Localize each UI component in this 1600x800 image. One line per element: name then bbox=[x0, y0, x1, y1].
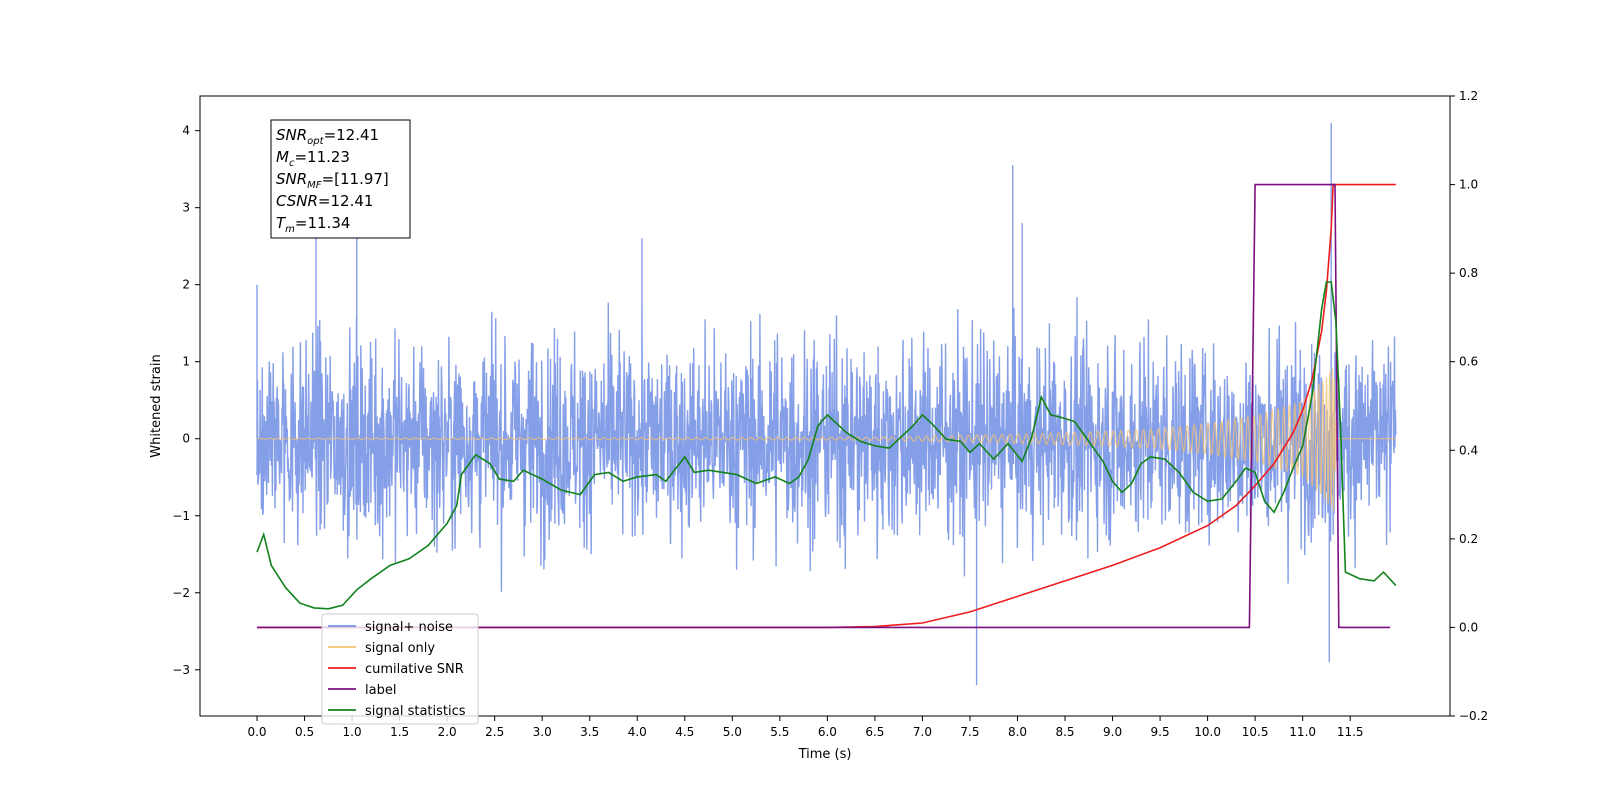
y-left-tick-label: 0 bbox=[182, 432, 190, 446]
info-box-frame bbox=[270, 119, 411, 239]
legend-entry-label: signal+ noise bbox=[365, 620, 453, 635]
x-tick-label: 3.0 bbox=[533, 725, 552, 739]
legend: signal+ noise signal only cumilative SNR la… bbox=[321, 613, 479, 725]
legend-entry-label: signal only bbox=[365, 641, 435, 656]
x-tick-label: 3.5 bbox=[580, 725, 599, 739]
x-tick-label: 0.0 bbox=[247, 725, 266, 739]
series-layer bbox=[256, 123, 1397, 686]
x-tick-label: 9.5 bbox=[1151, 725, 1170, 739]
y-right-tick-label: 0.6 bbox=[1459, 355, 1478, 369]
x-tick-label: 1.0 bbox=[343, 725, 362, 739]
y-right-tick-label: −0.2 bbox=[1459, 709, 1488, 723]
info-line: Tm=11.34 bbox=[276, 214, 350, 235]
x-tick-label: 5.5 bbox=[770, 725, 789, 739]
legend-frame bbox=[321, 613, 479, 725]
x-tick-label: 10.5 bbox=[1242, 725, 1269, 739]
info-line: Mc=11.23 bbox=[276, 148, 350, 169]
y-right-tick-label: 1.0 bbox=[1459, 178, 1478, 192]
info-line: SNRopt=12.41 bbox=[276, 126, 379, 147]
x-tick-label: 10.0 bbox=[1194, 725, 1221, 739]
series-signal-noise-line bbox=[256, 123, 1397, 686]
x-axis: 0.0 0.5 1.0 1.5 2.0 2.5 3.0 3.5 4.0 4.5 5.0 5.5 6.0 6… bbox=[247, 716, 1364, 739]
y-left-tick-label: 4 bbox=[182, 124, 190, 138]
y-left-tick-label: −1 bbox=[172, 509, 190, 523]
info-line: SNRMF=[11.97] bbox=[276, 170, 389, 191]
x-tick-label: 1.5 bbox=[390, 725, 409, 739]
y-axis-left-label: Whitened strain bbox=[149, 354, 164, 457]
y-axis-left: −3 −2 −1 0 1 2 3 4 bbox=[172, 124, 200, 677]
legend-entry-label: signal statistics bbox=[365, 704, 466, 719]
x-tick-label: 2.5 bbox=[485, 725, 504, 739]
y-right-tick-label: 1.2 bbox=[1459, 89, 1478, 103]
x-tick-label: 7.0 bbox=[913, 725, 932, 739]
y-left-tick-label: 2 bbox=[182, 278, 190, 292]
legend-entry-label: cumilative SNR bbox=[365, 662, 464, 677]
y-right-tick-label: 0.8 bbox=[1459, 266, 1478, 280]
series-cumilative-snr-line bbox=[257, 183, 1396, 629]
x-tick-label: 11.5 bbox=[1337, 725, 1364, 739]
y-left-tick-label: −3 bbox=[172, 663, 190, 677]
x-tick-label: 2.0 bbox=[438, 725, 457, 739]
x-tick-label: 4.0 bbox=[628, 725, 647, 739]
x-tick-label: 8.0 bbox=[1008, 725, 1027, 739]
info-line: CSNR=12.41 bbox=[276, 192, 373, 210]
y-left-tick-label: 3 bbox=[182, 201, 190, 215]
x-tick-label: 6.0 bbox=[818, 725, 837, 739]
x-tick-label: 8.5 bbox=[1055, 725, 1074, 739]
y-right-tick-label: 0.0 bbox=[1459, 620, 1478, 634]
y-right-tick-label: 0.2 bbox=[1459, 532, 1478, 546]
series-signal-statistics-line bbox=[256, 281, 1397, 610]
series-label-line bbox=[257, 183, 1391, 629]
info-box: SNRopt=12.41Mc=11.23SNRMF=[11.97]CSNR=12… bbox=[270, 119, 411, 239]
legend-entry-label: label bbox=[365, 683, 396, 698]
y-axis-right: −0.2 0.0 0.2 0.4 0.6 0.8 1.0 1.2 bbox=[1450, 89, 1488, 723]
x-tick-label: 11.0 bbox=[1289, 725, 1316, 739]
y-right-tick-label: 0.4 bbox=[1459, 443, 1478, 457]
x-axis-label: Time (s) bbox=[798, 747, 852, 762]
x-tick-label: 4.5 bbox=[675, 725, 694, 739]
y-left-tick-label: −2 bbox=[172, 586, 190, 600]
x-tick-label: 7.5 bbox=[960, 725, 979, 739]
x-tick-label: 5.0 bbox=[723, 725, 742, 739]
series-signal-only-line bbox=[256, 367, 1396, 512]
plot-area-frame bbox=[199, 95, 1451, 717]
x-tick-label: 6.5 bbox=[865, 725, 884, 739]
x-tick-label: 9.0 bbox=[1103, 725, 1122, 739]
x-tick-label: 0.5 bbox=[295, 725, 314, 739]
y-left-tick-label: 1 bbox=[182, 355, 190, 369]
